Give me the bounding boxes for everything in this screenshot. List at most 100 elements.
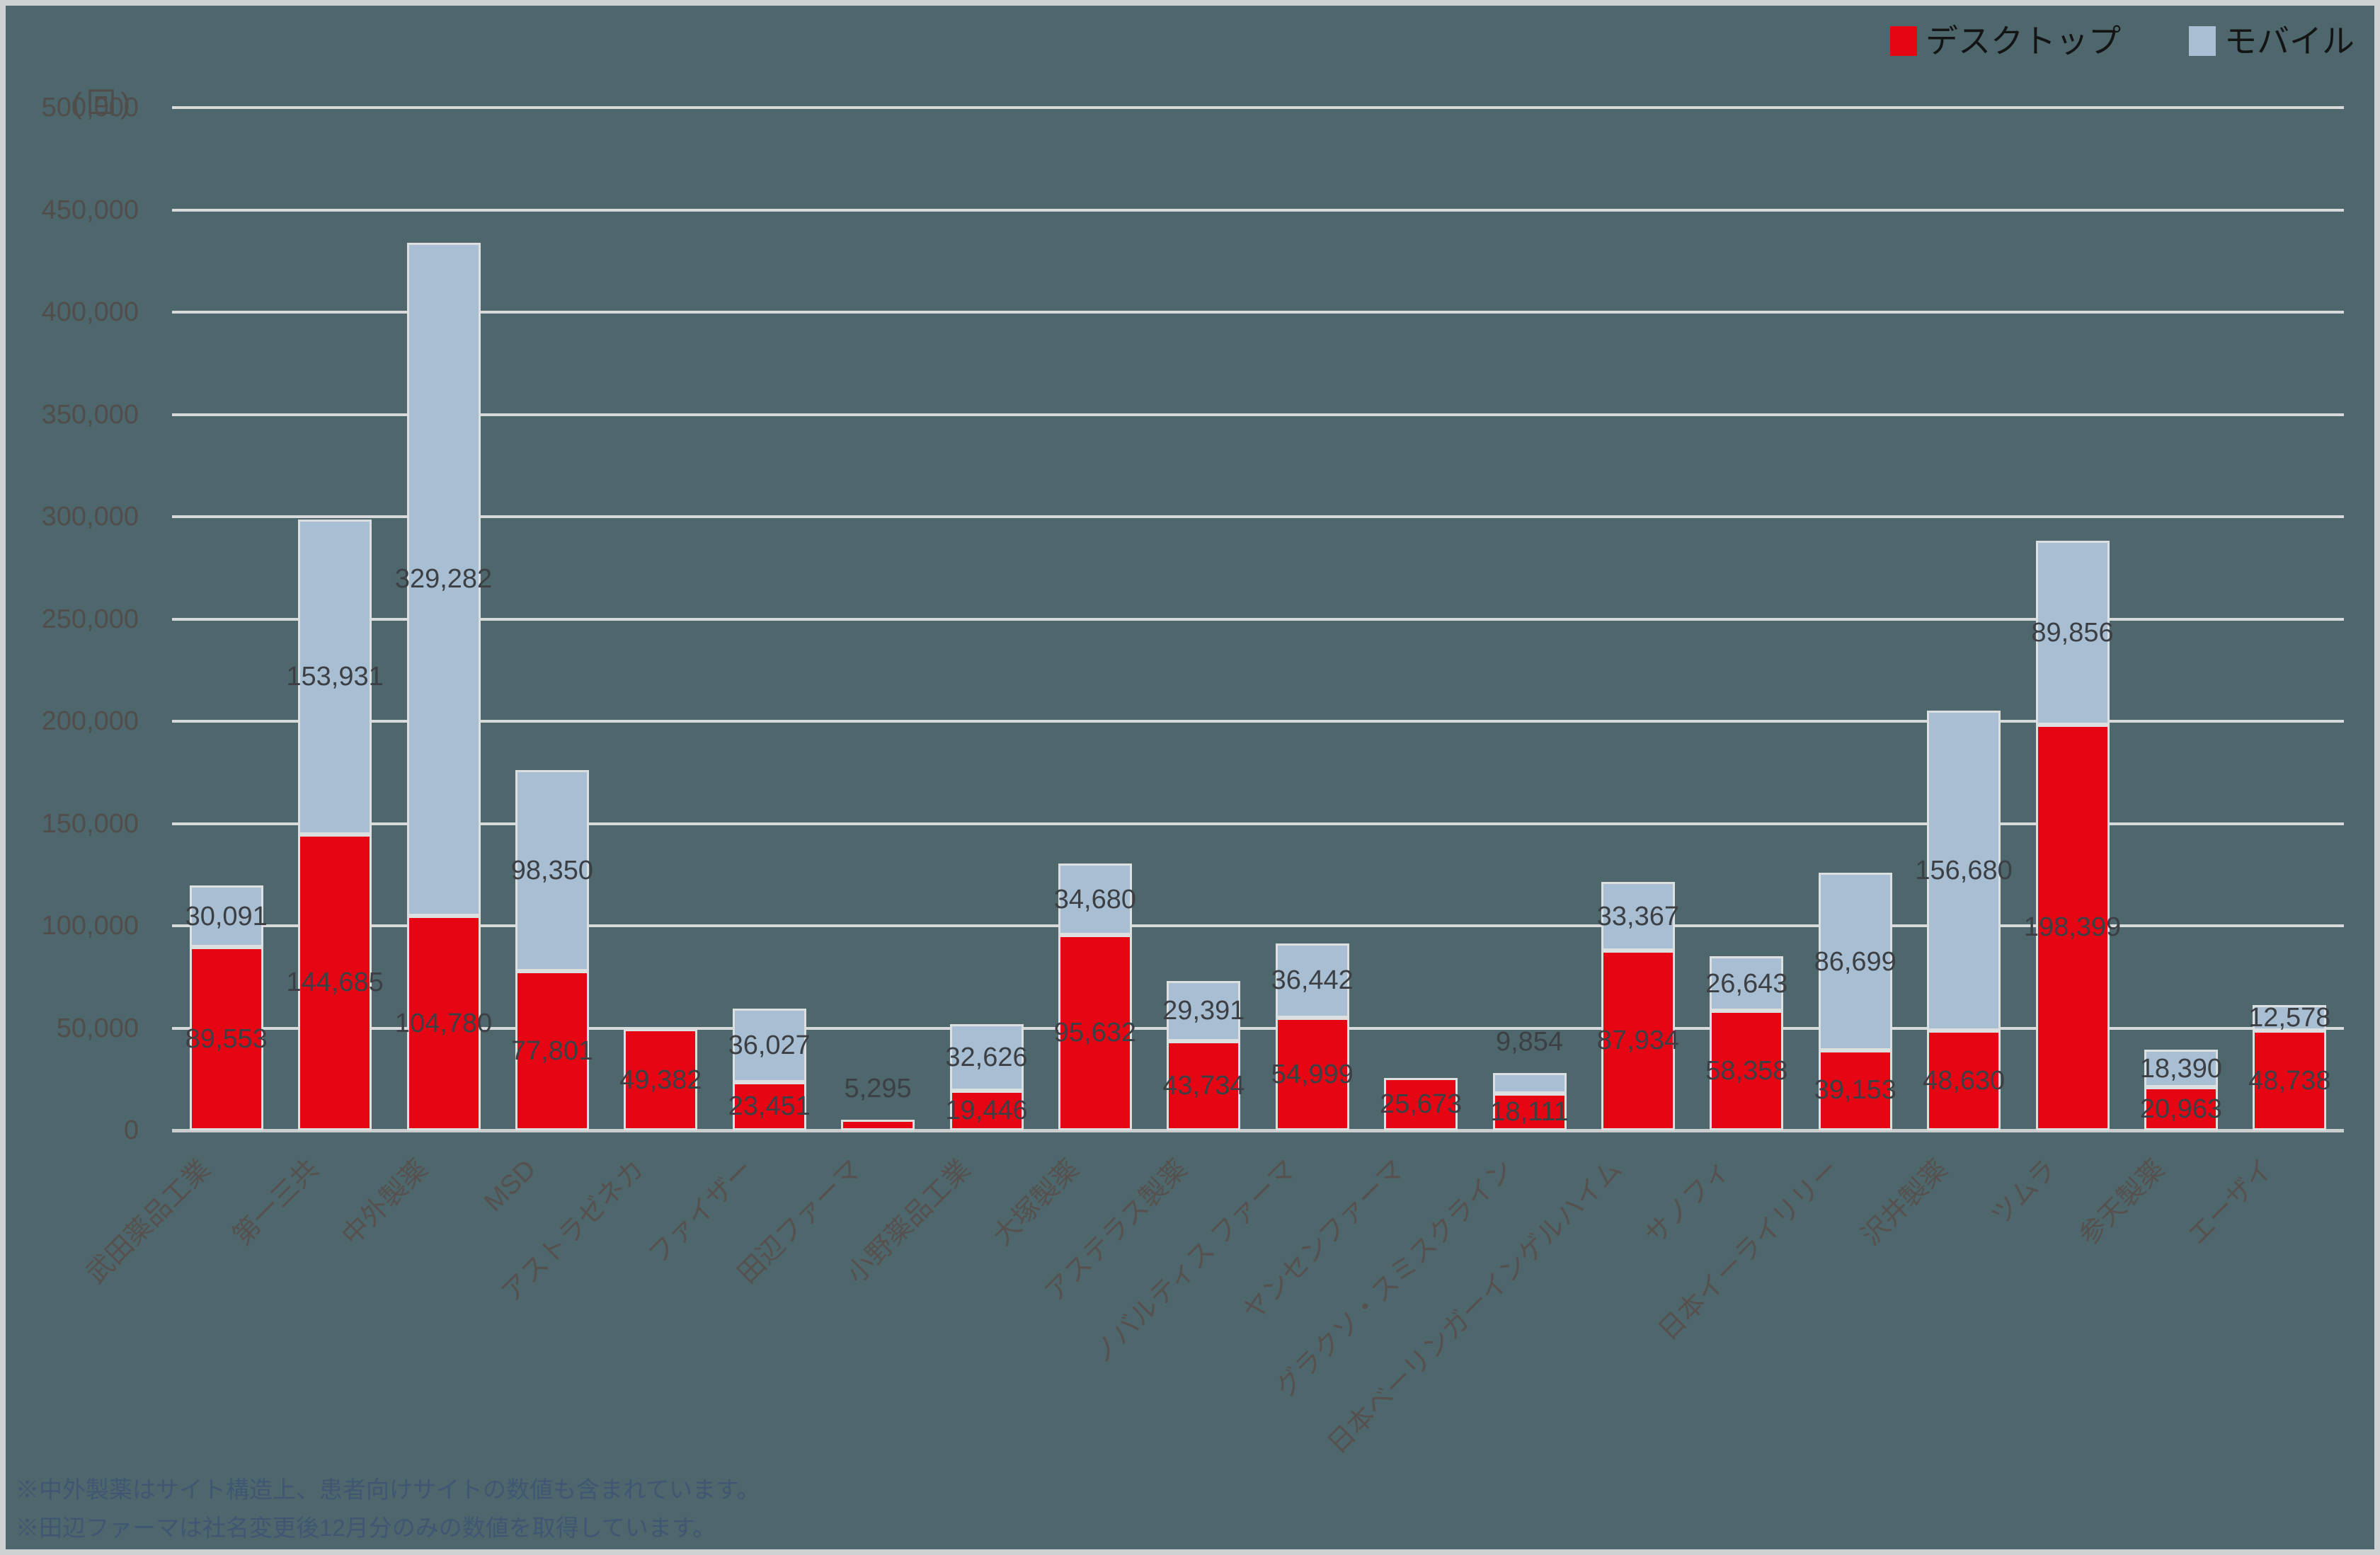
data-label-desktop: 104,780 (394, 1008, 493, 1038)
bar-segment-desktop (1275, 1018, 1349, 1130)
bar-segment-mobile (1167, 980, 1241, 1041)
data-label-desktop: 89,553 (185, 1023, 268, 1054)
legend-item-desktop: デスクトップ (1890, 21, 2121, 61)
legend-item-mobile: モバイル (2189, 21, 2355, 61)
bar-segment-mobile (949, 1023, 1024, 1091)
bar-segment-mobile (1492, 1073, 1567, 1094)
y-axis-tick-label: 450,000 (41, 195, 139, 225)
data-label-mobile: 32,626 (945, 1042, 1028, 1072)
data-label-mobile: 89,856 (2031, 617, 2114, 648)
bar-segment-mobile (1058, 863, 1132, 935)
bar-segment-mobile (2144, 1050, 2218, 1088)
bar-segment-desktop (732, 1082, 806, 1130)
data-label-mobile: 98,350 (510, 856, 593, 886)
footnote-1: ※中外製薬はサイト構造上、患者向けサイトの数値も含まれています。 (16, 1476, 760, 1503)
data-label-desktop: 54,999 (1271, 1059, 1354, 1089)
data-label-mobile: 30,091 (185, 901, 268, 931)
bar-segment-mobile (1710, 956, 1784, 1011)
gridline (172, 720, 2344, 723)
data-label-desktop: 48,630 (1922, 1065, 2006, 1096)
legend-label-mobile: モバイル (2224, 23, 2355, 59)
bar-segment-desktop (1492, 1093, 1567, 1130)
footnote-2: ※田辺ファーマは社名変更後12月分のみの数値を取得しています。 (16, 1515, 716, 1541)
data-label-mobile: 86,699 (1814, 946, 1896, 977)
bar-segment-mobile (1927, 710, 2001, 1031)
bar-segment-desktop (1058, 934, 1132, 1130)
data-label-desktop: 18,111 (1490, 1096, 1569, 1127)
bar-segment-mobile (515, 769, 589, 972)
bar-segment-desktop (1710, 1011, 1784, 1130)
data-label-desktop: 5,295 (844, 1073, 912, 1103)
bar-segment-desktop (298, 834, 372, 1130)
bar-segment-mobile (1601, 882, 1675, 951)
bar-segment-desktop (841, 1119, 915, 1130)
y-axis-tick-label: 200,000 (41, 706, 139, 736)
bar-segment-desktop (2144, 1087, 2218, 1130)
data-label-mobile: 329,282 (394, 564, 493, 595)
bar-segment-desktop (406, 916, 481, 1130)
bar-segment-mobile (406, 242, 481, 917)
data-label-desktop: 95,632 (1053, 1017, 1136, 1048)
gridline (172, 822, 2344, 825)
y-axis-tick-label: 150,000 (41, 808, 139, 839)
gridline (172, 617, 2344, 621)
y-axis-tick-label: 50,000 (56, 1013, 139, 1043)
bar-segment-mobile (2253, 1004, 2327, 1031)
data-label-mobile: 36,442 (1271, 965, 1354, 996)
data-label-mobile: 12,578 (2248, 1002, 2331, 1033)
gridline (172, 413, 2344, 416)
data-label-desktop: 77,801 (510, 1035, 593, 1066)
gridline (172, 1026, 2344, 1030)
data-label-desktop: 198,399 (2023, 912, 2122, 943)
bar-segment-desktop (189, 947, 263, 1130)
gridline (172, 106, 2344, 109)
bar-segment-mobile (732, 1009, 806, 1083)
bar-segment-desktop (515, 971, 589, 1130)
data-label-mobile: 34,680 (1053, 884, 1136, 914)
data-label-desktop: 19,446 (945, 1095, 1028, 1125)
data-label-desktop: 25,673 (1379, 1089, 1463, 1119)
bar-segment-mobile (2035, 540, 2110, 725)
bar-segment-desktop (949, 1090, 1024, 1130)
data-label-mobile: 9,854 (1495, 1027, 1564, 1057)
data-label-desktop: 43,734 (1162, 1070, 1245, 1101)
gridline (172, 311, 2344, 314)
data-label-mobile: 156,680 (1915, 856, 2013, 886)
data-label-mobile: 36,027 (728, 1031, 811, 1061)
x-axis-line (172, 1129, 2344, 1132)
bar-segment-desktop (1384, 1077, 1458, 1130)
data-label-desktop: 58,358 (1705, 1055, 1788, 1086)
data-label-mobile: 153,931 (286, 662, 384, 692)
data-label-desktop: 20,963 (2139, 1094, 2222, 1124)
y-axis-tick-label: 300,000 (41, 502, 139, 532)
bar-segment-desktop (624, 1029, 698, 1130)
y-axis-tick-label: 350,000 (41, 399, 139, 430)
data-label-desktop: 49,382 (619, 1065, 702, 1095)
data-label-mobile: 33,367 (1596, 901, 1679, 931)
y-axis-tick-label: 250,000 (41, 604, 139, 634)
legend-swatch-desktop (1890, 26, 1917, 56)
data-label-desktop: 39,153 (1814, 1075, 1896, 1106)
gridline (172, 515, 2344, 518)
bar-segment-mobile (298, 519, 372, 834)
bar-segment-desktop (1601, 950, 1675, 1130)
data-label-desktop: 144,685 (286, 967, 384, 997)
data-label-mobile: 26,643 (1705, 968, 1788, 999)
bar-segment-desktop (1927, 1031, 2001, 1130)
gridline (172, 208, 2344, 212)
bar-segment-mobile (1818, 873, 1892, 1050)
bar-segment-desktop (2035, 724, 2110, 1130)
data-label-mobile: 29,391 (1162, 996, 1245, 1026)
legend-swatch-mobile (2189, 26, 2216, 56)
y-axis-tick-label: 100,000 (41, 911, 139, 941)
bar-segment-desktop (1818, 1050, 1892, 1130)
bar-segment-desktop (1167, 1040, 1241, 1130)
y-axis-tick-label: 0 (123, 1115, 139, 1145)
bar-segment-mobile (189, 885, 263, 948)
data-label-desktop: 48,738 (2248, 1065, 2331, 1096)
y-axis-tick-label: 500,000 (41, 93, 139, 122)
bar-segment-mobile (1275, 943, 1349, 1019)
data-label-desktop: 23,451 (728, 1091, 811, 1122)
data-label-mobile: 18,390 (2139, 1053, 2222, 1084)
